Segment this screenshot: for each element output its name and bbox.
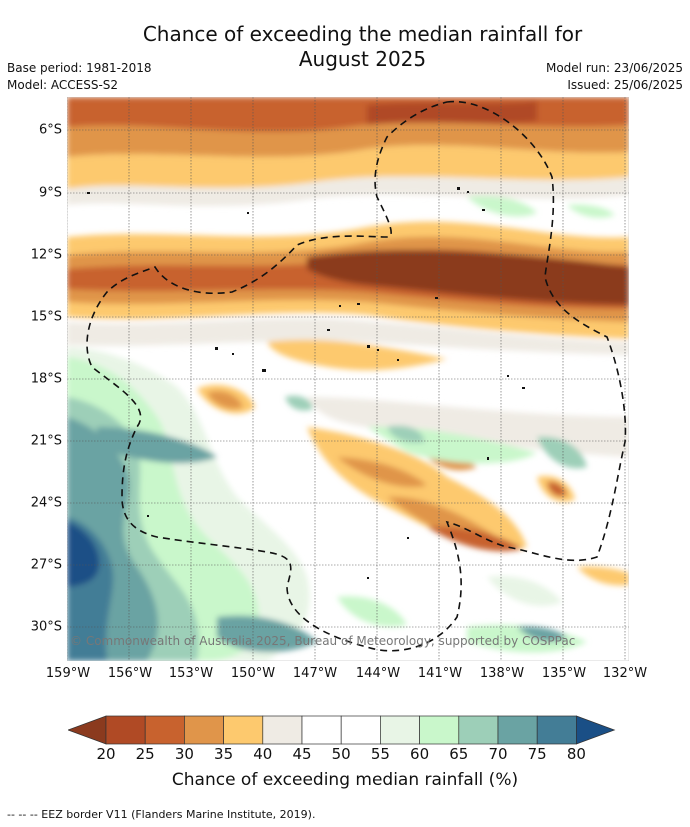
lon-label-153w: 153°W bbox=[168, 666, 214, 681]
base-period-text: Base period: 1981-2018 bbox=[7, 61, 152, 75]
lon-label-156w: 156°W bbox=[107, 666, 153, 681]
colorbar-cell bbox=[536, 715, 577, 745]
colorbar-tick-label: 65 bbox=[449, 745, 469, 763]
lon-label-159w: 159°W bbox=[45, 666, 91, 681]
lat-label-24s: 24°S bbox=[30, 495, 62, 511]
colorbar-cell bbox=[105, 715, 146, 745]
colorbar-cell bbox=[144, 715, 185, 745]
lat-label-18s: 18°S bbox=[30, 371, 62, 387]
colorbar-tick-label: 25 bbox=[135, 745, 155, 763]
colorbar-tick-label: 35 bbox=[214, 745, 234, 763]
rainfall-contour-layer bbox=[67, 97, 629, 661]
colorbar-arrow-high bbox=[576, 715, 616, 745]
lon-label-144w: 144°W bbox=[355, 666, 401, 681]
eez-footnote: -- -- -- EEZ border V11 (Flanders Marine… bbox=[7, 808, 316, 821]
copyright-text: © Commonwealth of Australia 2025, Bureau… bbox=[70, 634, 576, 648]
lat-label-12s: 12°S bbox=[30, 247, 62, 263]
map-title: Chance of exceeding the median rainfall … bbox=[0, 22, 690, 72]
colorbar-cell bbox=[497, 715, 538, 745]
lon-label-132w: 132°W bbox=[602, 666, 648, 681]
colorbar-tick-label: 75 bbox=[527, 745, 547, 763]
lon-label-150w: 150°W bbox=[230, 666, 276, 681]
lat-label-21s: 21°S bbox=[30, 433, 62, 449]
model-name-text: Model: ACCESS-S2 bbox=[7, 78, 119, 92]
model-info: Base period: 1981-2018 Model: ACCESS-S2 bbox=[7, 60, 152, 94]
lat-label-6s: 6°S bbox=[38, 122, 62, 138]
colorbar-tick-label: 60 bbox=[410, 745, 430, 763]
colorbar-tick-label: 40 bbox=[253, 745, 273, 763]
eez-border-line bbox=[86, 100, 627, 652]
colorbar-tick-label: 20 bbox=[96, 745, 116, 763]
colorbar-tick-label: 70 bbox=[488, 745, 508, 763]
colorbar-cell bbox=[184, 715, 224, 745]
colorbar-tick-label: 50 bbox=[331, 745, 351, 763]
lon-label-138w: 138°W bbox=[479, 666, 525, 681]
colorbar-cell bbox=[419, 715, 460, 745]
rainfall-map bbox=[67, 97, 629, 661]
colorbar-label: Chance of exceeding median rainfall (%) bbox=[171, 770, 519, 790]
lat-label-15s: 15°S bbox=[30, 309, 62, 325]
lon-label-135w: 135°W bbox=[541, 666, 587, 681]
lat-label-27s: 27°S bbox=[30, 557, 62, 573]
model-run-text: Model run: 23/06/2025 bbox=[545, 61, 683, 75]
colorbar-cell bbox=[301, 715, 342, 745]
title-line-2: August 2025 bbox=[298, 47, 427, 71]
colorbar-tick-label: 30 bbox=[174, 745, 194, 763]
colorbar-cell bbox=[458, 715, 499, 745]
colorbar bbox=[68, 715, 616, 745]
colorbar-tick-label: 55 bbox=[370, 745, 390, 763]
colorbar-tick-label: 80 bbox=[566, 745, 586, 763]
issued-date-text: Issued: 25/06/2025 bbox=[567, 78, 683, 92]
colorbar-arrow-low bbox=[68, 715, 107, 745]
lon-label-147w: 147°W bbox=[292, 666, 338, 681]
lat-label-30s: 30°S bbox=[30, 619, 62, 635]
run-info: Model run: 23/06/2025 Issued: 25/06/2025 bbox=[546, 60, 683, 94]
colorbar-cell bbox=[262, 715, 303, 745]
colorbar-cell bbox=[380, 715, 420, 745]
lat-label-9s: 9°S bbox=[38, 185, 62, 201]
title-line-1: Chance of exceeding the median rainfall … bbox=[142, 22, 583, 46]
colorbar-tick-label: 45 bbox=[292, 745, 312, 763]
colorbar-cell bbox=[340, 715, 381, 745]
lon-label-141w: 141°W bbox=[417, 666, 463, 681]
colorbar-cell bbox=[223, 715, 264, 745]
